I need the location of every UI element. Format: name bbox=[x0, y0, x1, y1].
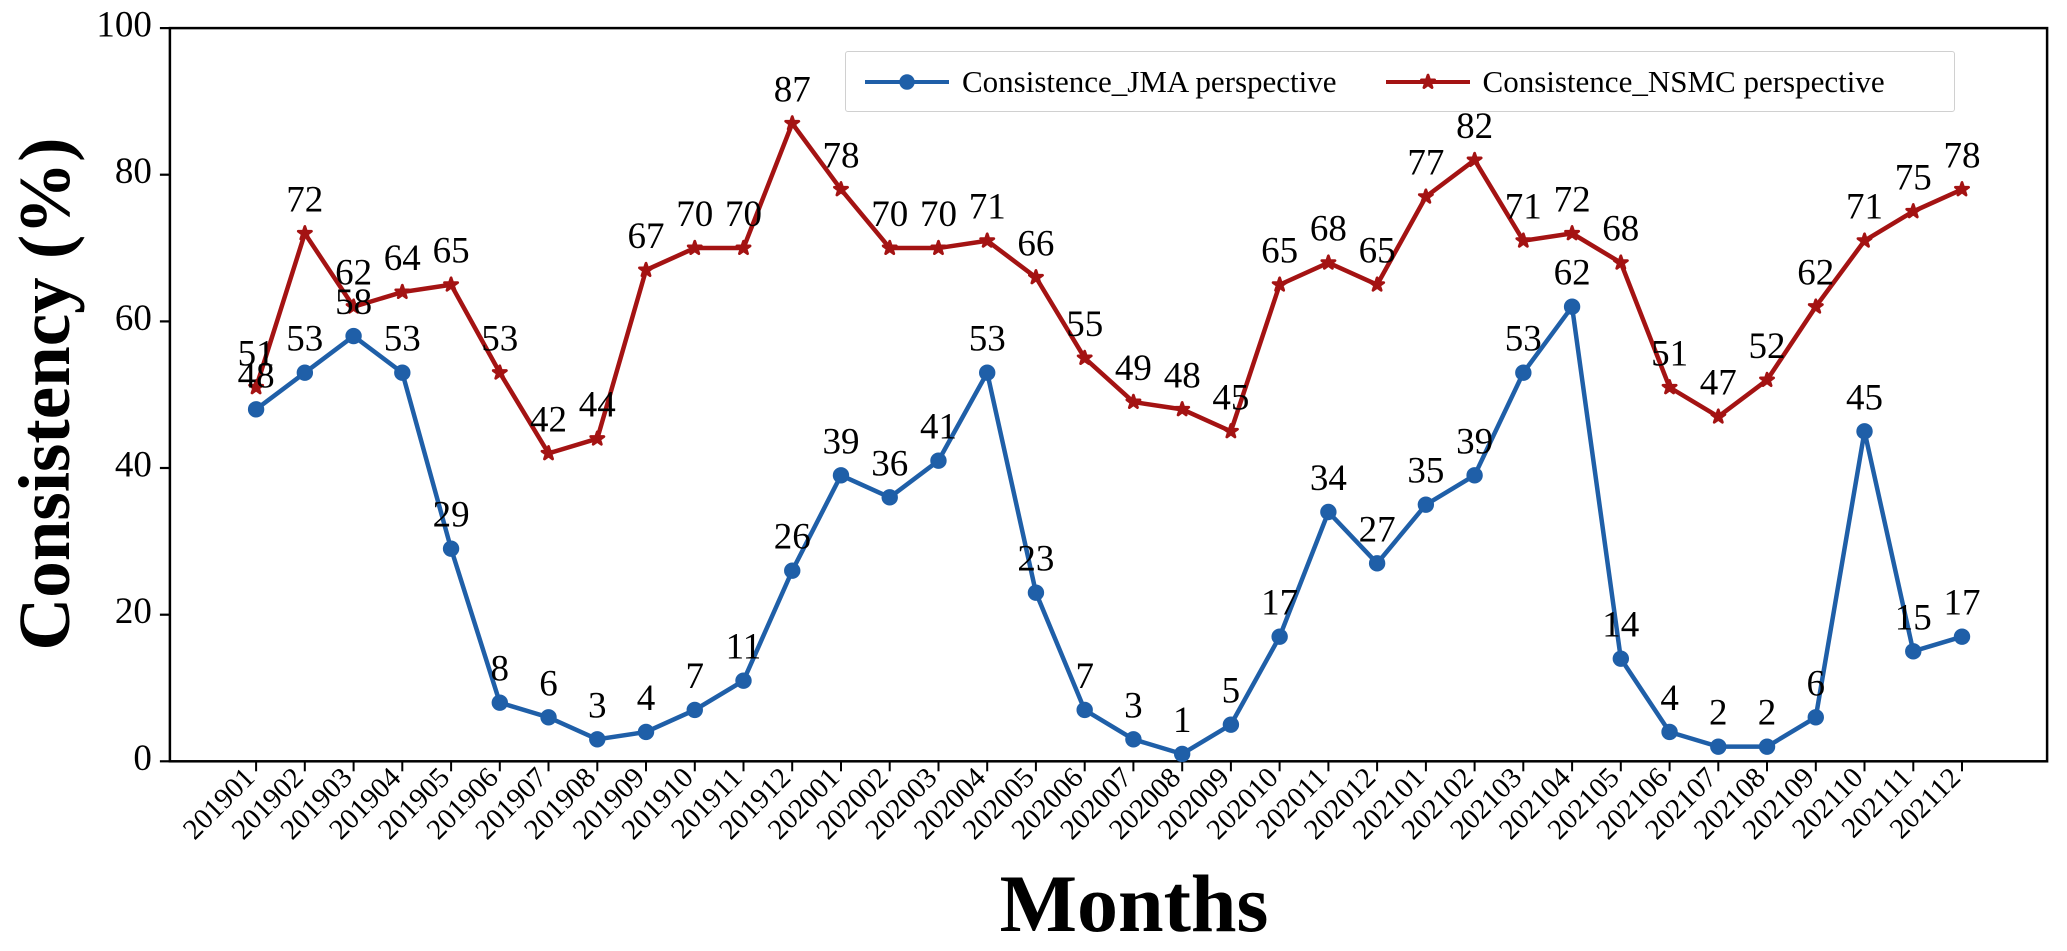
svg-text:71: 71 bbox=[969, 187, 1006, 228]
svg-text:6: 6 bbox=[1807, 663, 1826, 704]
svg-text:51: 51 bbox=[238, 333, 275, 374]
svg-text:70: 70 bbox=[725, 194, 762, 235]
svg-text:53: 53 bbox=[1505, 319, 1542, 360]
svg-text:2: 2 bbox=[1758, 693, 1777, 734]
svg-text:65: 65 bbox=[433, 231, 470, 272]
svg-text:78: 78 bbox=[1944, 135, 1981, 176]
svg-text:60: 60 bbox=[115, 298, 152, 339]
svg-text:23: 23 bbox=[1017, 539, 1054, 580]
svg-text:4: 4 bbox=[1660, 678, 1679, 719]
svg-text:53: 53 bbox=[286, 319, 323, 360]
svg-text:15: 15 bbox=[1895, 597, 1932, 638]
svg-text:36: 36 bbox=[871, 443, 908, 484]
svg-text:64: 64 bbox=[384, 238, 421, 279]
svg-text:70: 70 bbox=[676, 194, 713, 235]
svg-text:53: 53 bbox=[481, 319, 518, 360]
svg-text:7: 7 bbox=[686, 656, 705, 697]
svg-text:70: 70 bbox=[871, 194, 908, 235]
svg-text:41: 41 bbox=[920, 407, 957, 448]
svg-text:29: 29 bbox=[433, 495, 470, 536]
svg-text:34: 34 bbox=[1310, 458, 1347, 499]
svg-text:77: 77 bbox=[1407, 143, 1444, 184]
svg-text:4: 4 bbox=[637, 678, 656, 719]
svg-text:68: 68 bbox=[1310, 209, 1347, 250]
svg-text:68: 68 bbox=[1602, 209, 1639, 250]
svg-text:39: 39 bbox=[823, 421, 860, 462]
svg-text:27: 27 bbox=[1359, 509, 1396, 550]
svg-text:5: 5 bbox=[1222, 671, 1241, 712]
svg-text:3: 3 bbox=[1124, 685, 1143, 726]
svg-text:67: 67 bbox=[628, 216, 665, 257]
svg-text:2: 2 bbox=[1709, 693, 1728, 734]
svg-text:39: 39 bbox=[1456, 421, 1493, 462]
svg-text:53: 53 bbox=[969, 319, 1006, 360]
svg-text:65: 65 bbox=[1261, 231, 1298, 272]
svg-text:42: 42 bbox=[530, 399, 567, 440]
svg-text:26: 26 bbox=[774, 517, 811, 558]
svg-text:55: 55 bbox=[1066, 304, 1103, 345]
svg-text:62: 62 bbox=[335, 253, 372, 294]
svg-text:82: 82 bbox=[1456, 106, 1493, 147]
svg-text:78: 78 bbox=[823, 135, 860, 176]
svg-text:17: 17 bbox=[1261, 583, 1298, 624]
svg-text:71: 71 bbox=[1846, 187, 1883, 228]
svg-text:3: 3 bbox=[588, 685, 607, 726]
svg-text:71: 71 bbox=[1505, 187, 1542, 228]
svg-text:11: 11 bbox=[726, 627, 762, 668]
svg-text:35: 35 bbox=[1407, 451, 1444, 492]
svg-text:62: 62 bbox=[1554, 253, 1591, 294]
svg-text:17: 17 bbox=[1944, 583, 1981, 624]
svg-text:6: 6 bbox=[539, 663, 558, 704]
svg-text:80: 80 bbox=[115, 151, 152, 192]
svg-text:0: 0 bbox=[133, 738, 152, 779]
svg-text:20: 20 bbox=[115, 591, 152, 632]
svg-text:49: 49 bbox=[1115, 348, 1152, 389]
svg-text:47: 47 bbox=[1700, 363, 1737, 404]
svg-text:87: 87 bbox=[774, 69, 811, 110]
svg-text:45: 45 bbox=[1212, 377, 1249, 418]
svg-text:70: 70 bbox=[920, 194, 957, 235]
svg-text:75: 75 bbox=[1895, 157, 1932, 198]
svg-text:51: 51 bbox=[1651, 333, 1688, 374]
svg-text:72: 72 bbox=[286, 179, 323, 220]
svg-text:40: 40 bbox=[115, 444, 152, 485]
svg-text:44: 44 bbox=[579, 385, 616, 426]
svg-text:72: 72 bbox=[1554, 179, 1591, 220]
svg-text:14: 14 bbox=[1602, 605, 1639, 646]
svg-text:7: 7 bbox=[1075, 656, 1094, 697]
svg-text:100: 100 bbox=[96, 5, 152, 46]
svg-text:53: 53 bbox=[384, 319, 421, 360]
svg-text:8: 8 bbox=[491, 649, 510, 690]
svg-text:1: 1 bbox=[1173, 700, 1192, 741]
svg-text:65: 65 bbox=[1359, 231, 1396, 272]
svg-text:66: 66 bbox=[1017, 223, 1054, 264]
svg-text:48: 48 bbox=[1164, 355, 1201, 396]
svg-text:62: 62 bbox=[1797, 253, 1834, 294]
svg-text:52: 52 bbox=[1749, 326, 1786, 367]
svg-text:45: 45 bbox=[1846, 377, 1883, 418]
